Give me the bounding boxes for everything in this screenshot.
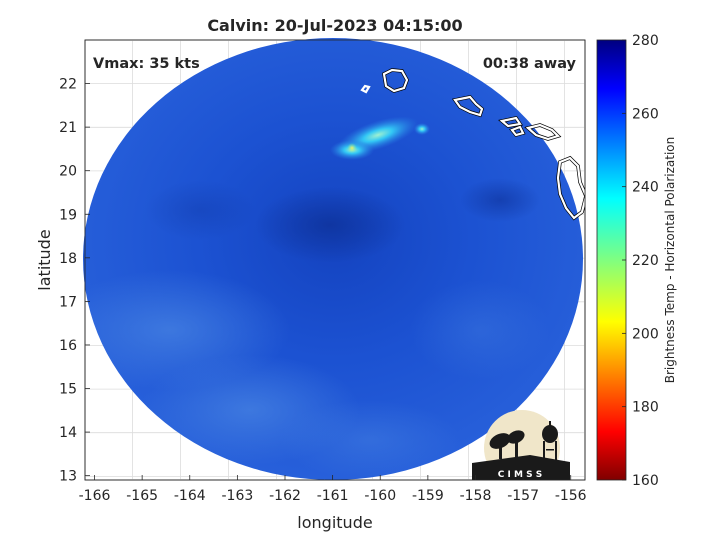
colorbar-tick-label: 200 — [632, 326, 659, 342]
y-tick-label: 14 — [59, 425, 77, 441]
y-axis-label: latitude — [35, 229, 54, 290]
x-tick-label: -162 — [269, 488, 301, 504]
vmax-label: Vmax: 35 kts — [93, 56, 200, 72]
colorbar-tick-label: 180 — [632, 400, 659, 416]
time-away-label: 00:38 away — [483, 56, 577, 72]
y-tick-label: 21 — [59, 120, 77, 136]
colorbar: 160 180 200 220 240 260 280 Brightness Temp - … — [596, 33, 677, 489]
x-axis-label: longitude — [297, 513, 372, 532]
y-tick-label: 17 — [59, 294, 77, 310]
y-tick-label: 13 — [59, 469, 77, 485]
x-tick-label: -164 — [174, 488, 206, 504]
colorbar-tick-label: 280 — [632, 33, 659, 49]
figure-title: Calvin: 20-Jul-2023 04:15:00 — [207, 16, 462, 35]
x-tick-label: -166 — [79, 488, 111, 504]
colorbar-label: Brightness Temp - Horizontal Polarizatio… — [663, 137, 677, 384]
colorbar-tick-label: 260 — [632, 106, 659, 122]
y-tick-label: 15 — [59, 382, 77, 398]
y-tick-label: 19 — [59, 207, 77, 223]
x-tick-label: -158 — [460, 488, 492, 504]
y-tick-label: 20 — [59, 164, 77, 180]
x-axis-ticks: -166 -165 -164 -163 -162 -161 -160 -159 -158 -157… — [79, 475, 587, 504]
brightness-temp-swath — [83, 38, 583, 480]
colorbar-tick-label: 240 — [632, 180, 659, 196]
x-tick-label: -159 — [412, 488, 444, 504]
cimss-logo: C I M S S — [472, 410, 570, 480]
x-tick-label: -157 — [507, 488, 539, 504]
y-tick-label: 18 — [59, 251, 77, 267]
x-tick-label: -163 — [221, 488, 253, 504]
x-tick-label: -165 — [126, 488, 158, 504]
colorbar-ticks: 160 180 200 220 240 260 280 — [622, 33, 659, 489]
colorbar-tick-label: 220 — [632, 253, 659, 269]
cimss-logo-text: C I M S S — [498, 470, 542, 480]
colorbar-gradient — [596, 39, 627, 481]
colorbar-tick-label: 160 — [632, 473, 659, 489]
y-tick-label: 22 — [59, 77, 77, 93]
x-tick-label: -160 — [364, 488, 396, 504]
x-tick-label: -156 — [555, 488, 587, 504]
y-axis-ticks: 13 14 15 16 17 18 19 20 21 22 — [59, 77, 90, 485]
x-tick-label: -161 — [317, 488, 349, 504]
coastlines — [360, 68, 585, 221]
y-tick-label: 16 — [59, 338, 77, 354]
map-axes: Vmax: 35 kts 00:38 away C I M S S — [83, 38, 586, 481]
